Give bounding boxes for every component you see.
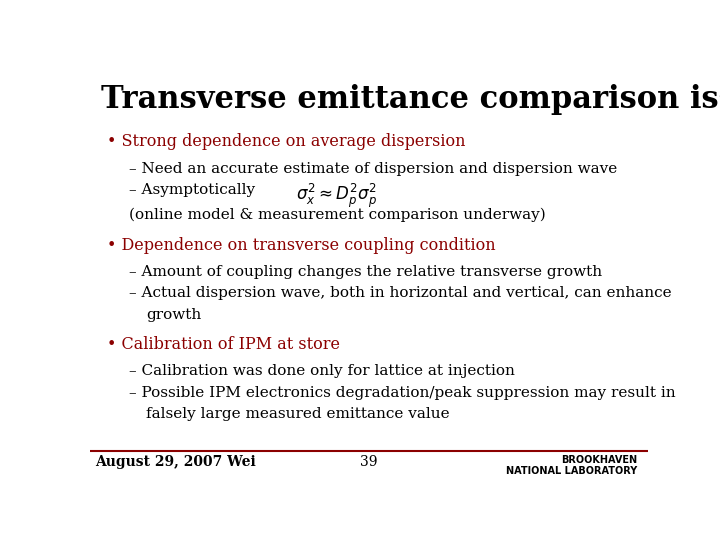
Text: • Strong dependence on average dispersion: • Strong dependence on average dispersio… xyxy=(107,133,465,151)
Text: growth: growth xyxy=(145,308,201,322)
Text: – Calibration was done only for lattice at injection: – Calibration was done only for lattice … xyxy=(129,364,515,378)
Text: • Dependence on transverse coupling condition: • Dependence on transverse coupling cond… xyxy=(107,237,495,253)
Text: August 29, 2007 Wei: August 29, 2007 Wei xyxy=(96,455,256,469)
Text: – Possible IPM electronics degradation/peak suppression may result in: – Possible IPM electronics degradation/p… xyxy=(129,386,675,400)
Text: – Asymptotically: – Asymptotically xyxy=(129,183,255,197)
Text: BROOKHAVEN
NATIONAL LABORATORY: BROOKHAVEN NATIONAL LABORATORY xyxy=(505,455,637,476)
Text: – Need an accurate estimate of dispersion and dispersion wave: – Need an accurate estimate of dispersio… xyxy=(129,161,617,176)
Text: Transverse emittance comparison issues: Transverse emittance comparison issues xyxy=(101,84,720,114)
Text: – Actual dispersion wave, both in horizontal and vertical, can enhance: – Actual dispersion wave, both in horizo… xyxy=(129,286,672,300)
Text: 39: 39 xyxy=(360,455,378,469)
Text: (online model & measurement comparison underway): (online model & measurement comparison u… xyxy=(129,207,546,222)
Text: • Calibration of IPM at store: • Calibration of IPM at store xyxy=(107,336,340,353)
Text: falsely large measured emittance value: falsely large measured emittance value xyxy=(145,407,449,421)
Text: – Amount of coupling changes the relative transverse growth: – Amount of coupling changes the relativ… xyxy=(129,265,602,279)
Text: $\sigma_x^2 \approx D_p^2 \sigma_p^2$: $\sigma_x^2 \approx D_p^2 \sigma_p^2$ xyxy=(297,181,378,210)
